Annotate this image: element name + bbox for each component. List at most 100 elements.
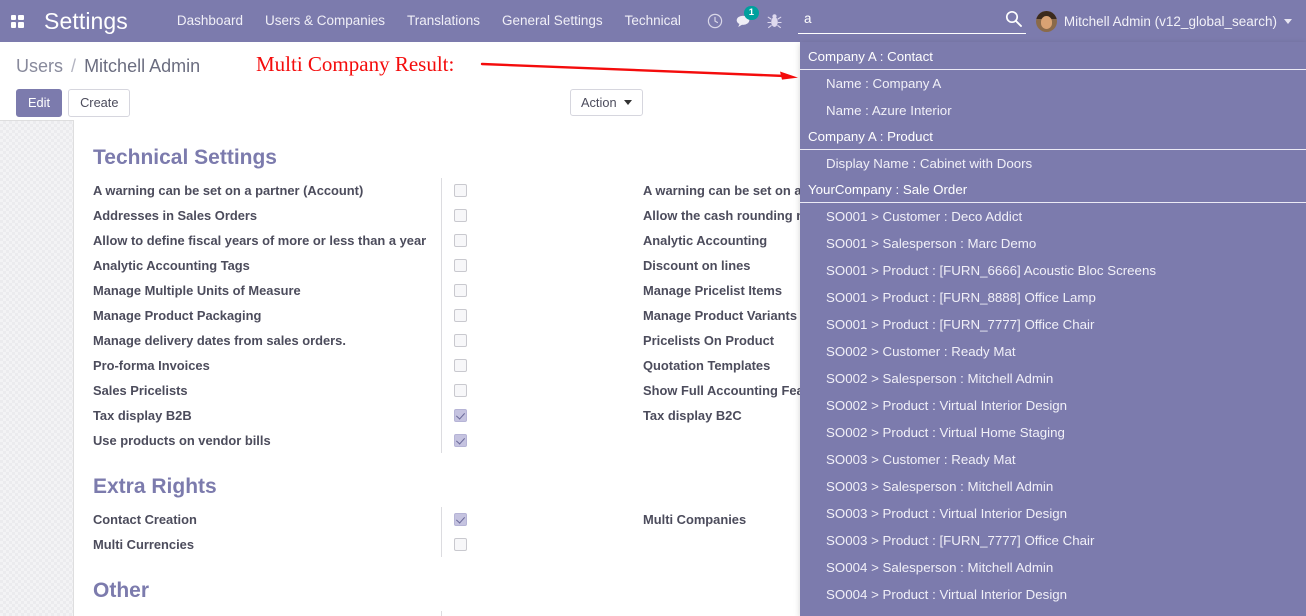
extra-rights-left-column: Contact Creation Multi Currencies [93,507,643,557]
field-row: Manage Multiple Units of Measure [93,278,643,303]
checkbox-contact-creation[interactable] [454,513,467,526]
field-label: Multi Companies [643,512,747,527]
field-row: Tax display B2B [93,403,643,428]
menu-item-users-companies[interactable]: Users & Companies [264,13,385,28]
result-group-header-company-a-contact: Company A : Contact [800,44,1306,70]
field-label: Tax display B2C [643,408,742,423]
menu-item-translations[interactable]: Translations [407,13,481,28]
checkbox-manage-product-packaging[interactable] [454,309,467,322]
breadcrumb-root[interactable]: Users [16,56,64,76]
result-item[interactable]: Name : Company A [826,76,942,91]
technical-settings-left-column: A warning can be set on a partner (Accou… [93,178,643,453]
breadcrumb: Users / Mitchell Admin [16,56,200,77]
column-divider [441,228,442,253]
action-dropdown-label: Action [581,95,617,110]
column-divider [441,203,442,228]
debug-bug-icon[interactable] [760,0,790,42]
result-item[interactable]: SO004 > Product : [FURN_8888] Office Lam… [800,608,1306,616]
field-label: Analytic Accounting [643,233,768,248]
global-search-results-dropdown[interactable]: Company A : Contact Name : Company A Nam… [800,42,1306,616]
activity-clock-icon[interactable] [700,0,730,42]
column-divider [441,378,442,403]
column-divider [441,278,442,303]
field-label: Contact Creation [93,512,197,527]
section-title-other: Other [93,579,150,602]
result-item[interactable]: SO001 > Customer : Deco Addict [826,209,1023,224]
checkbox-analytic-accounting-tags[interactable] [454,259,467,272]
other-left-column: Access to Private Addresses [93,611,643,616]
result-item[interactable]: SO004 > Salesperson : Mitchell Admin [826,560,1054,575]
checkbox-use-products-vendor-bills[interactable] [454,434,467,447]
menu-item-general-settings[interactable]: General Settings [502,13,603,28]
menu-item-technical[interactable]: Technical [624,13,681,28]
field-label: Tax display B2B [93,408,192,423]
checkbox-pro-forma-invoices[interactable] [454,359,467,372]
field-row: Sales Pricelists [93,378,643,403]
field-label: Addresses in Sales Orders [93,208,258,223]
search-icon[interactable] [1005,10,1026,27]
checkbox-addresses-in-sales-orders[interactable] [454,209,467,222]
top-navbar: Settings Dashboard Users & Companies Tra… [0,0,1306,42]
checkbox-a-warning-partner-account[interactable] [454,184,467,197]
field-label: Allow to define fiscal years of more or … [93,233,427,248]
annotation-text: Multi Company Result: [256,52,455,76]
result-item[interactable]: SO002 > Product : Virtual Home Staging [826,425,1065,440]
result-item[interactable]: SO001 > Product : [FURN_7777] Office Cha… [826,317,1095,332]
field-label: Quotation Templates [643,358,771,373]
checkbox-multiple-units-of-measure[interactable] [454,284,467,297]
edit-button[interactable]: Edit [16,89,63,117]
result-item[interactable]: SO002 > Customer : Ready Mat [826,344,1016,359]
field-label: A warning can be set on a partner (Accou… [93,183,364,198]
breadcrumb-separator: / [71,56,77,76]
column-divider [441,428,442,453]
column-divider [441,353,442,378]
menu-item-dashboard[interactable]: Dashboard [176,13,243,28]
field-row: Manage Product Packaging [93,303,643,328]
create-button[interactable]: Create [68,89,131,117]
result-item[interactable]: SO001 > Product : [FURN_6666] Acoustic B… [826,263,1157,278]
field-label: Multi Currencies [93,537,194,552]
result-item[interactable]: SO001 > Product : [FURN_8888] Office Lam… [826,290,1096,305]
result-item[interactable]: Name : Azure Interior [826,103,952,118]
column-divider [441,507,442,532]
column-divider [441,178,442,203]
field-label: Pro-forma Invoices [93,358,210,373]
app-brand-title: Settings [44,7,128,34]
field-row: Contact Creation [93,507,643,532]
checkbox-multi-currencies[interactable] [454,538,467,551]
checkbox-tax-display-b2b[interactable] [454,409,467,422]
result-item[interactable]: Display Name : Cabinet with Doors [826,156,1033,171]
apps-grid-icon[interactable] [0,0,34,42]
field-label: Discount on lines [643,258,751,273]
result-item[interactable]: SO003 > Salesperson : Mitchell Admin [826,479,1054,494]
global-search-box[interactable] [798,4,1026,34]
avatar [1035,10,1057,32]
action-dropdown-button[interactable]: Action [570,89,643,116]
column-divider [441,328,442,353]
field-label: Show Full Accounting Features [643,383,836,398]
result-item[interactable]: SO002 > Product : Virtual Interior Desig… [826,398,1068,413]
search-input[interactable] [798,11,1005,26]
field-row: Use products on vendor bills [93,428,643,453]
column-divider [441,611,442,616]
field-label: Manage Pricelist Items [643,283,782,298]
user-menu[interactable]: Mitchell Admin (v12_global_search) [1030,0,1298,42]
messaging-chat-icon[interactable]: 1 [730,0,760,42]
navbar-icon-group: 1 [700,0,790,42]
field-label: Manage delivery dates from sales orders. [93,333,346,348]
checkbox-sales-pricelists[interactable] [454,384,467,397]
section-title-technical-settings: Technical Settings [93,146,277,169]
result-item[interactable]: SO002 > Salesperson : Mitchell Admin [826,371,1054,386]
field-row: Manage delivery dates from sales orders. [93,328,643,353]
result-item[interactable]: SO003 > Product : Virtual Interior Desig… [826,506,1068,521]
field-row: Access to Private Addresses [93,611,643,616]
result-item[interactable]: SO003 > Customer : Ready Mat [826,452,1016,467]
checkbox-delivery-dates[interactable] [454,334,467,347]
column-divider [441,403,442,428]
checkbox-fiscal-years[interactable] [454,234,467,247]
result-item[interactable]: SO003 > Product : [FURN_7777] Office Cha… [826,533,1095,548]
result-item[interactable]: SO001 > Salesperson : Marc Demo [826,236,1037,251]
chevron-down-icon [1284,18,1292,24]
result-item[interactable]: SO004 > Product : Virtual Interior Desig… [826,587,1068,602]
field-row: Allow to define fiscal years of more or … [93,228,643,253]
